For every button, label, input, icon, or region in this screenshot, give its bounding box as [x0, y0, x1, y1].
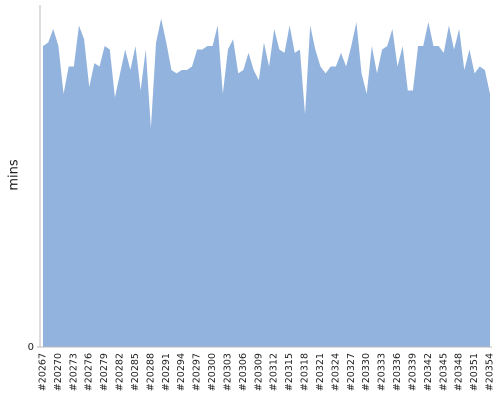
x-tick-label: #20306 — [238, 353, 249, 391]
x-tick-label: #20294 — [176, 353, 187, 391]
x-tick-label: #20309 — [253, 353, 264, 391]
x-tick-label: #20333 — [377, 353, 388, 391]
x-tick-label: #20267 — [38, 353, 49, 391]
x-tick-label: #20276 — [84, 353, 95, 391]
x-tick-label: #20345 — [438, 353, 449, 391]
x-tick-label: #20324 — [330, 353, 341, 391]
x-tick-label: #20297 — [192, 353, 203, 391]
x-tick-label: #20354 — [485, 353, 496, 391]
y-axis-label: mins — [7, 159, 22, 191]
x-tick-label: #20318 — [300, 353, 311, 391]
x-tick-label: #20282 — [115, 353, 126, 391]
x-tick-label: #20315 — [284, 353, 295, 391]
x-tick-label: #20270 — [53, 353, 64, 391]
x-tick-label: #20303 — [222, 353, 233, 391]
x-tick-label: #20273 — [68, 353, 79, 391]
x-tick-label: #20285 — [130, 353, 141, 391]
y-tick-label: 0 — [28, 342, 34, 353]
x-tick-label: #20348 — [454, 353, 465, 391]
area — [43, 18, 490, 348]
x-tick-label: #20279 — [99, 353, 110, 391]
x-tick-label: #20330 — [361, 353, 372, 391]
x-tick-label: #20291 — [161, 353, 172, 391]
x-tick-label: #20351 — [469, 353, 480, 391]
x-tick-label: #20336 — [392, 353, 403, 391]
x-tick-label: #20300 — [207, 353, 218, 391]
x-tick-label: #20288 — [145, 353, 156, 391]
x-tick-label: #20321 — [315, 353, 326, 391]
x-tick-label: #20312 — [269, 353, 280, 391]
x-tick-label: #20342 — [423, 353, 434, 391]
x-tick-label: #20339 — [407, 353, 418, 391]
x-tick-label: #20327 — [346, 353, 357, 391]
